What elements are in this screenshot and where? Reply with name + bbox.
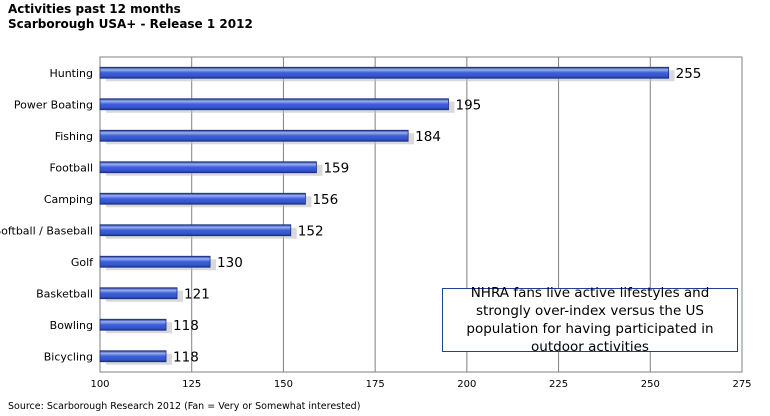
bar bbox=[99, 255, 211, 268]
data-label: 159 bbox=[323, 160, 349, 176]
data-label: 195 bbox=[456, 97, 482, 113]
source-note: Source: Scarborough Research 2012 (Fan =… bbox=[8, 401, 361, 412]
bar bbox=[99, 318, 167, 331]
data-label: 184 bbox=[415, 129, 441, 145]
category-label: Softball / Baseball bbox=[0, 224, 93, 237]
bar bbox=[99, 287, 178, 300]
callout-box: NHRA fans live active lifestyles and str… bbox=[442, 285, 738, 355]
x-tick-label: 100 bbox=[90, 379, 109, 390]
bar bbox=[99, 161, 317, 174]
bar bbox=[99, 98, 449, 111]
bar bbox=[99, 129, 409, 142]
data-label: 121 bbox=[184, 286, 210, 302]
bars bbox=[99, 66, 675, 365]
data-label: 118 bbox=[173, 349, 199, 365]
category-label: Football bbox=[49, 161, 93, 174]
x-tick-label: 200 bbox=[457, 379, 476, 390]
x-tick-labels: 100 125 150 175 200 225 250 275 bbox=[90, 379, 751, 390]
bar bbox=[99, 224, 292, 237]
data-label: 130 bbox=[217, 255, 243, 271]
category-label: Fishing bbox=[55, 130, 93, 143]
bar bbox=[99, 66, 670, 79]
x-tick-label: 125 bbox=[182, 379, 201, 390]
x-tick-label: 150 bbox=[274, 379, 293, 390]
bar bbox=[99, 192, 306, 205]
data-label: 152 bbox=[298, 223, 324, 239]
category-label: Golf bbox=[71, 256, 94, 269]
value-labels: 255 195 184 159 156 152 130 121 118 118 bbox=[173, 66, 701, 366]
category-label: Power Boating bbox=[14, 98, 93, 111]
plot-area-border bbox=[99, 56, 743, 373]
data-label: 255 bbox=[676, 66, 702, 82]
chart-subtitle: Scarborough USA+ - Release 1 2012 bbox=[8, 17, 253, 31]
category-label: Bicycling bbox=[44, 350, 93, 363]
x-tick-label: 250 bbox=[641, 379, 660, 390]
callout-text: NHRA fans live active lifestyles and str… bbox=[466, 285, 714, 355]
category-label: Basketball bbox=[36, 287, 93, 300]
x-tick-label: 175 bbox=[366, 379, 385, 390]
category-label: Camping bbox=[44, 193, 93, 206]
data-label: 156 bbox=[312, 192, 338, 208]
chart-title: Activities past 12 months bbox=[8, 2, 181, 16]
bar bbox=[99, 350, 167, 363]
category-label: Hunting bbox=[49, 67, 93, 80]
category-label: Bowling bbox=[50, 319, 93, 332]
x-tick-label: 275 bbox=[732, 379, 751, 390]
x-tick-label: 225 bbox=[549, 379, 568, 390]
data-label: 118 bbox=[173, 318, 199, 334]
category-labels: Hunting Power Boating Fishing Football Campi… bbox=[0, 67, 94, 364]
